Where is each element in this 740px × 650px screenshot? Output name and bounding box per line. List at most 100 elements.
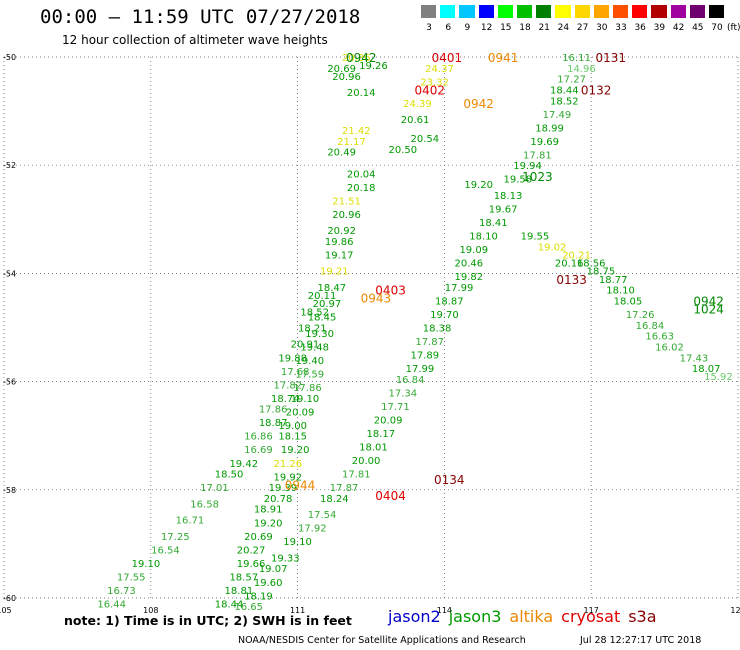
- scale-swatch: [497, 5, 513, 18]
- wave-height-value: 17.27: [557, 75, 586, 86]
- wave-height-value: 18.57: [229, 572, 258, 583]
- wave-height-value: 19.60: [254, 578, 283, 589]
- wave-height-value: 21.26: [273, 459, 302, 470]
- wave-height-value: 19.70: [430, 310, 459, 321]
- wave-height-value: 19.20: [464, 180, 493, 191]
- wave-height-value: 15.92: [704, 372, 733, 383]
- pass-time-label: 0942: [346, 51, 377, 65]
- map-grid: [3, 56, 739, 599]
- scale-label: 42: [672, 23, 685, 33]
- wave-height-value: 18.38: [423, 324, 452, 335]
- wave-height-value: 20.46: [455, 259, 484, 270]
- wave-height-value: 19.69: [530, 137, 559, 148]
- scale-label: 24: [557, 23, 570, 33]
- legend-altika: altika: [509, 607, 554, 626]
- wave-height-value: 17.99: [445, 283, 474, 294]
- wave-height-value: 17.34: [388, 388, 417, 399]
- pass-time-label: 1024: [693, 303, 724, 317]
- wave-height-value: 20.09: [286, 407, 315, 418]
- scale-label: 27: [576, 23, 589, 33]
- wave-height-value: 19.20: [254, 518, 283, 529]
- wave-height-value: 16.71: [176, 516, 205, 527]
- wave-height-value: 17.86: [293, 383, 322, 394]
- lat-tick-label: -58: [3, 486, 16, 495]
- wave-height-value: 16.63: [645, 332, 674, 343]
- wave-height-value: 18.81: [225, 586, 254, 597]
- wave-height-value: 20.96: [332, 210, 361, 221]
- wave-height-value: 21.17: [337, 137, 366, 148]
- lon-tick-label: 114: [437, 606, 452, 615]
- wave-height-value: 17.01: [200, 483, 229, 494]
- map-subtitle: 12 hour collection of altimeter wave hei…: [62, 33, 328, 47]
- scale-swatch: [574, 5, 590, 18]
- wave-height-value: 19.20: [281, 445, 310, 456]
- wave-height-value: 19.00: [278, 421, 307, 432]
- wave-height-value: 20.50: [388, 145, 417, 156]
- axis-ticks: 105 108 111 114 117 120 -50 -52 -54 -56 -58 -60: [0, 53, 740, 615]
- legend-cryosat: cryosat: [561, 607, 621, 626]
- scale-swatch: [478, 5, 494, 18]
- wave-height-value: 17.54: [308, 510, 337, 521]
- wave-height-value: 20.09: [374, 415, 403, 426]
- wave-height-value: 16.02: [655, 342, 684, 353]
- wave-height-value: 20.00: [352, 456, 381, 467]
- wave-height-value: 20.27: [237, 545, 266, 556]
- scale-swatch: [670, 5, 686, 18]
- legend-jason2: jason2: [388, 607, 441, 626]
- lon-tick-label: 105: [0, 606, 12, 615]
- wave-height-value: 18.13: [494, 191, 523, 202]
- wave-height-value: 20.97: [313, 299, 342, 310]
- wave-height-value: 17.43: [680, 353, 709, 364]
- wave-height-value: 16.44: [97, 599, 126, 610]
- pass-time-label: 0134: [434, 473, 465, 487]
- wave-height-value: 17.89: [411, 351, 440, 362]
- scale-swatch: [709, 5, 725, 18]
- wave-height-value: 19.39: [269, 483, 298, 494]
- wave-height-value: 18.17: [366, 429, 395, 440]
- wave-height-value: 18.44: [215, 599, 244, 610]
- scale-label: 30: [596, 23, 608, 33]
- legend-jason3: jason3: [448, 607, 502, 626]
- wave-height-value: 18.91: [254, 505, 283, 516]
- wave-height-value: 18.10: [606, 286, 635, 297]
- scale-label: 3: [426, 23, 432, 33]
- scale-label: 39: [653, 23, 666, 33]
- wave-height-value: 18.75: [587, 267, 616, 278]
- wave-height-value: 18.19: [244, 591, 273, 602]
- wave-height-value: 18.52: [300, 307, 329, 318]
- lon-tick-label: 120: [730, 606, 740, 615]
- scale-label: 70: [711, 23, 723, 33]
- wave-height-value: 17.86: [259, 405, 288, 416]
- wave-height-value: 20.54: [411, 134, 440, 145]
- satellite-legend: jason2 jason3 altika cryosat s3a: [388, 607, 665, 626]
- lat-tick-label: -50: [3, 53, 16, 62]
- wave-height-value: 21.42: [342, 126, 371, 137]
- wave-height-value: 18.44: [550, 85, 579, 96]
- wave-height-value: 16.86: [244, 432, 273, 443]
- scale-swatch: [651, 5, 667, 18]
- scale-label: 9: [464, 23, 471, 33]
- wave-height-value: 16.69: [244, 445, 273, 456]
- wave-height-value: 17.81: [523, 150, 552, 161]
- wave-height-value: 19.10: [132, 559, 161, 570]
- scale-label: 12: [480, 23, 493, 33]
- wave-height-value: 19.02: [538, 242, 567, 253]
- pass-time-label: 0403: [375, 284, 406, 298]
- wave-height-value: 18.41: [479, 218, 508, 229]
- wave-height-value: 24.37: [425, 64, 454, 75]
- wave-height-value: 24.39: [403, 99, 432, 110]
- wave-height-value: 21.51: [332, 196, 361, 207]
- wave-height-value: 19.67: [489, 204, 518, 215]
- wave-height-value: 17.87: [415, 337, 444, 348]
- wave-height-value: 17.68: [281, 367, 310, 378]
- wave-height-value: 19.48: [300, 342, 329, 353]
- wave-height-value: 20.96: [332, 72, 361, 83]
- wave-height-value: 20.11: [308, 291, 337, 302]
- pass-time-label: 0402: [414, 83, 445, 97]
- wave-height-value: 17.87: [330, 483, 359, 494]
- pass-labels: 0401 0941 0131 0402 0132 0942 1023 0133 04030943…: [285, 51, 724, 503]
- scale-label: 15: [500, 23, 512, 33]
- scale-swatch: [459, 5, 475, 18]
- wave-height-value: 18.07: [692, 364, 721, 375]
- scale-swatch: [440, 5, 456, 18]
